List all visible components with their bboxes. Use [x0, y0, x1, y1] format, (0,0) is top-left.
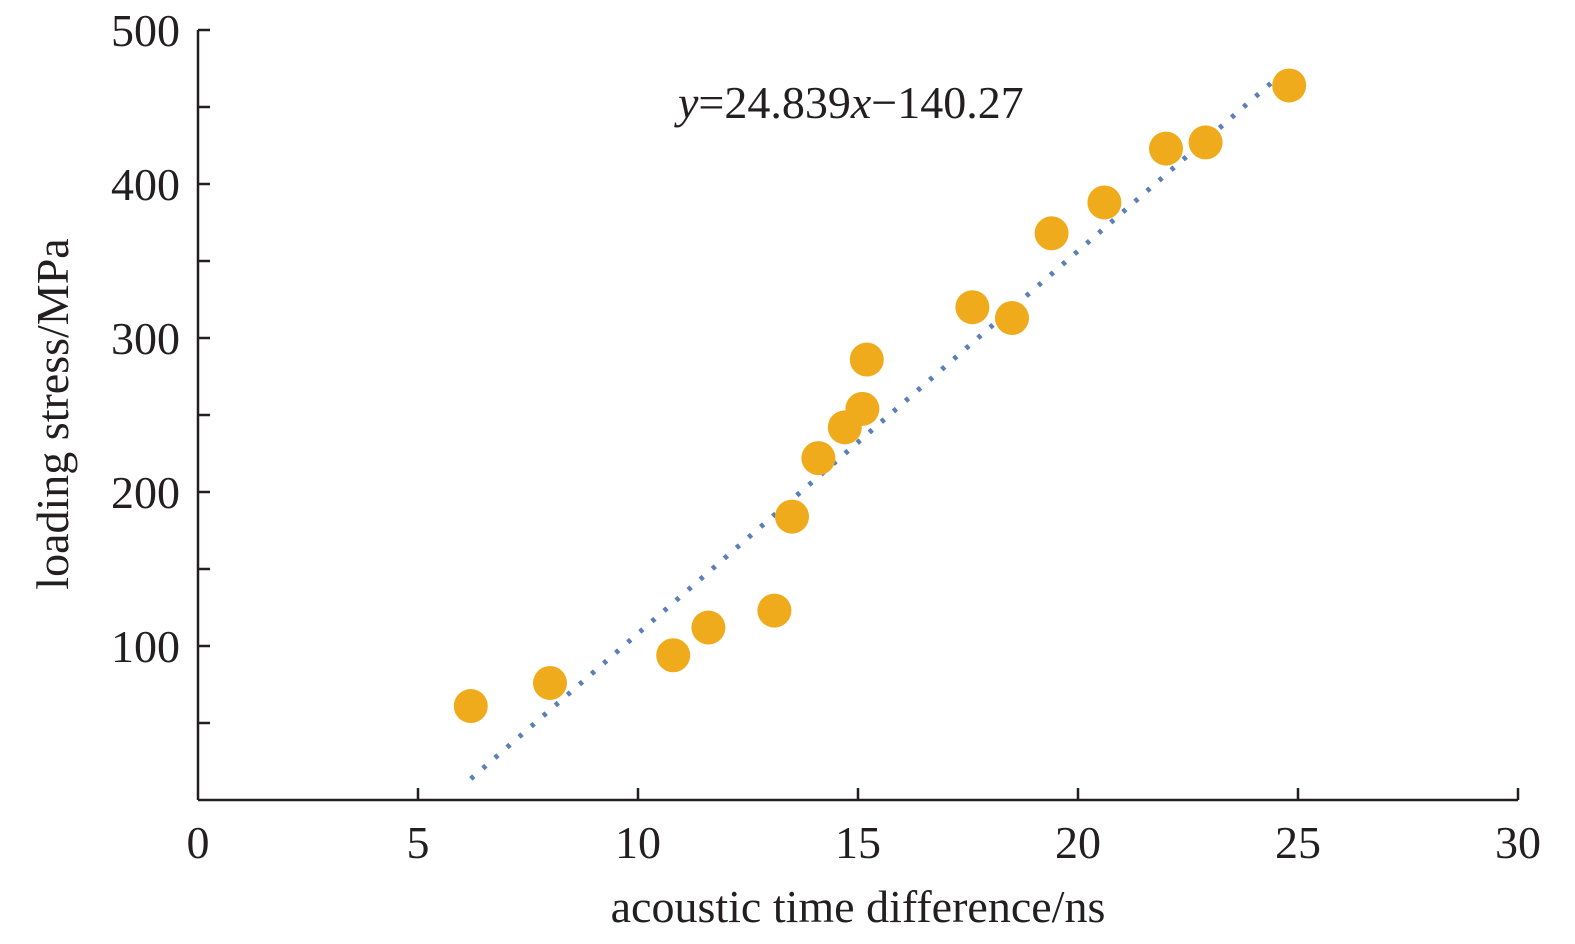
ticks: 0 5 10 15 20 25 30 100 200 300 400 500: [111, 5, 1541, 868]
x-tick-label: 10: [615, 817, 661, 868]
data-point: [757, 593, 792, 628]
data-point: [533, 665, 567, 700]
x-tick-label: 30: [1495, 817, 1541, 868]
data-point: [845, 391, 880, 426]
y-axis-title: loading stress/MPa: [27, 238, 78, 589]
y-tick-label: 400: [111, 159, 180, 210]
data-point: [1034, 216, 1069, 251]
x-tick-label: 20: [1055, 817, 1101, 868]
data-point: [775, 499, 809, 534]
data-point: [1087, 185, 1122, 220]
y-tick-label: 500: [111, 5, 180, 56]
x-axis-title: acoustic time difference/ns: [611, 881, 1106, 932]
x-tick-label: 5: [407, 817, 430, 868]
trendline: [469, 65, 1291, 781]
data-point: [955, 290, 990, 325]
data-point: [849, 342, 884, 377]
equation-coefficient: =24.839: [698, 77, 850, 128]
data-points: [453, 68, 1307, 724]
x-tick-label: 15: [835, 817, 881, 868]
y-tick-label: 100: [111, 621, 180, 672]
data-point: [1188, 125, 1223, 160]
x-tick-label: 25: [1275, 817, 1321, 868]
x-tick-label: 0: [187, 817, 210, 868]
data-point: [691, 610, 726, 645]
data-point: [1149, 131, 1183, 166]
data-point: [995, 300, 1029, 335]
equation-x: x: [850, 77, 872, 128]
trendline-group: [469, 65, 1291, 781]
data-point: [453, 689, 488, 724]
equation-y: y: [674, 77, 699, 128]
data-point: [656, 638, 691, 673]
data-point: [801, 441, 836, 476]
equation-annotation: y=24.839x−140.27: [674, 77, 1024, 128]
y-tick-label: 200: [111, 467, 180, 518]
y-tick-label: 300: [111, 313, 180, 364]
data-point: [1272, 68, 1307, 103]
equation-intercept: −140.27: [871, 77, 1023, 128]
